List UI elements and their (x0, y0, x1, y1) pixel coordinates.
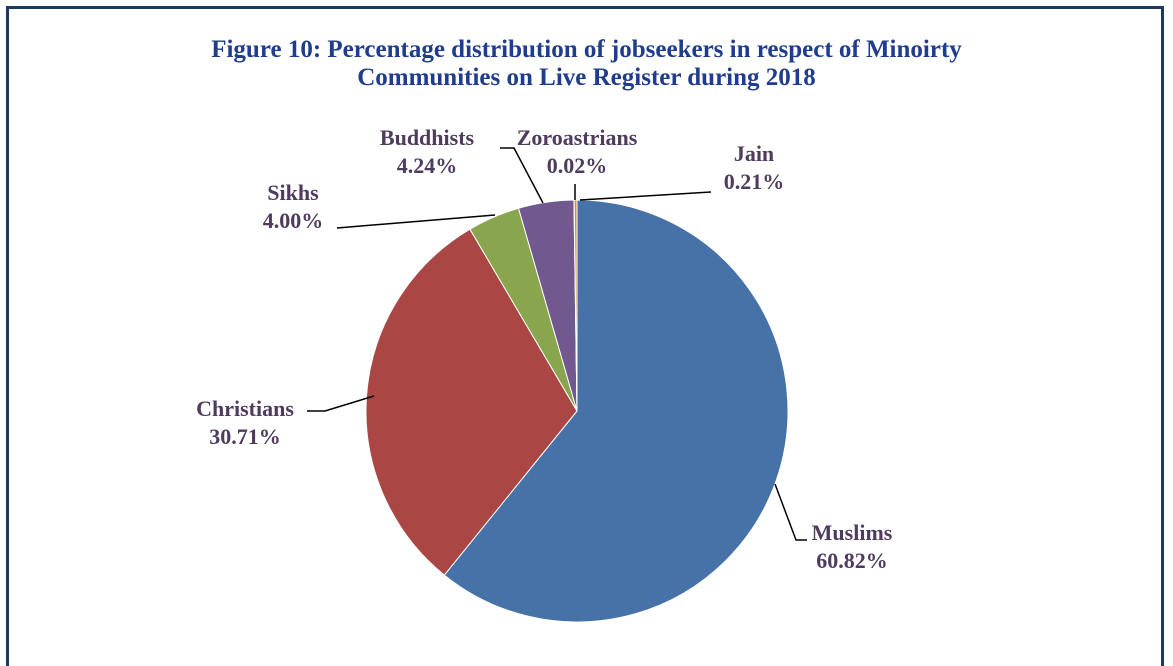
slice-value-muslims: 60.82% (816, 548, 888, 573)
pie-slices (365, 199, 789, 623)
slice-label-zoroastrians: Zoroastrians (517, 125, 638, 150)
slice-value-buddhists: 4.24% (397, 153, 458, 178)
slice-label-muslims: Muslims (812, 520, 893, 545)
leader-line-sikhs (336, 214, 496, 229)
leader-line-muslims (774, 483, 807, 541)
pie-slice-christians (365, 228, 578, 576)
chart-title: Figure 10: Percentage distribution of jo… (0, 36, 1173, 92)
slice-label-buddhists: Buddhists (380, 125, 475, 150)
slice-value-zoroastrians: 0.02% (547, 153, 608, 178)
pie-slice-jain (573, 199, 578, 412)
slice-value-jain: 0.21% (724, 169, 785, 194)
slice-value-sikhs: 4.00% (263, 208, 324, 233)
data-labels: Muslims 60.82% Christians 30.71% Sikhs 4.00% B… (196, 125, 893, 573)
pie-slice-muslims (443, 199, 789, 623)
slice-label-sikhs: Sikhs (267, 180, 319, 205)
leader-line-jain (579, 191, 712, 201)
slice-value-christians: 30.71% (209, 424, 281, 449)
leader-lines (307, 147, 807, 541)
leader-line-christians (307, 395, 375, 412)
chart-title-line-2: Communities on Live Register during 2018 (357, 64, 816, 91)
slice-label-jain: Jain (734, 141, 774, 166)
slice-label-christians: Christians (196, 396, 294, 421)
leader-line-buddhists (500, 147, 544, 204)
chart-title-line-1: Figure 10: Percentage distribution of jo… (211, 36, 962, 63)
